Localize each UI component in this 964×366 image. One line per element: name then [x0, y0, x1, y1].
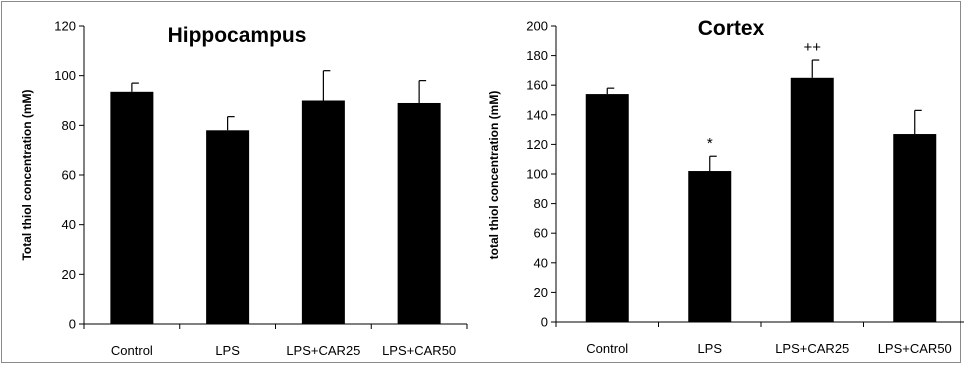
chart-title: Cortex — [698, 17, 765, 40]
y-tick-label: 120 — [526, 137, 548, 152]
y-tick-label: 40 — [534, 255, 548, 270]
cortex-chart: Cortex total thiol concentration (mM) 0 2… — [487, 17, 964, 356]
y-tick-label: 0 — [69, 317, 76, 332]
x-tick-label: LPS — [697, 341, 722, 356]
bar — [206, 130, 250, 324]
x-tick-label: LPS — [215, 343, 240, 358]
y-tick-label: 60 — [62, 168, 76, 183]
bar — [397, 102, 441, 324]
chart-title: Hippocampus — [168, 24, 307, 47]
y-tick-label: 120 — [54, 19, 76, 34]
hippocampus-chart: Hippocampus Total thiol concentration (m… — [20, 19, 468, 358]
bar — [301, 100, 345, 324]
y-tick-label: 20 — [62, 267, 76, 282]
y-tick-label: 80 — [62, 118, 76, 133]
y-tick-label: 100 — [54, 68, 76, 83]
y-tick-label: 60 — [534, 226, 548, 241]
y-tick-label: 0 — [541, 315, 548, 330]
bar — [688, 171, 732, 322]
significance-annotation: ++ — [803, 39, 821, 56]
x-tick-label: LPS+CAR25 — [286, 343, 360, 358]
y-tick-label: 160 — [526, 78, 548, 93]
y-tick-label: 80 — [534, 196, 548, 211]
bar — [110, 91, 154, 324]
y-tick-label: 100 — [526, 167, 548, 182]
x-tick-label: Control — [111, 343, 153, 358]
y-axis-title: total thiol concentration (mM) — [487, 91, 501, 260]
x-tick-label: Control — [586, 341, 628, 356]
significance-annotation: * — [707, 135, 713, 152]
bar — [790, 77, 834, 322]
y-tick-label: 40 — [62, 217, 76, 232]
x-tick-label: LPS+CAR25 — [775, 341, 849, 356]
bar — [893, 134, 937, 322]
y-tick-label: 180 — [526, 48, 548, 63]
bar — [585, 94, 629, 322]
y-tick-label: 200 — [526, 19, 548, 34]
x-tick-label: LPS+CAR50 — [382, 343, 456, 358]
y-tick-label: 20 — [534, 285, 548, 300]
x-tick-label: LPS+CAR50 — [878, 341, 952, 356]
y-axis-title: Total thiol concentration (mM) — [20, 89, 34, 260]
y-tick-label: 140 — [526, 107, 548, 122]
